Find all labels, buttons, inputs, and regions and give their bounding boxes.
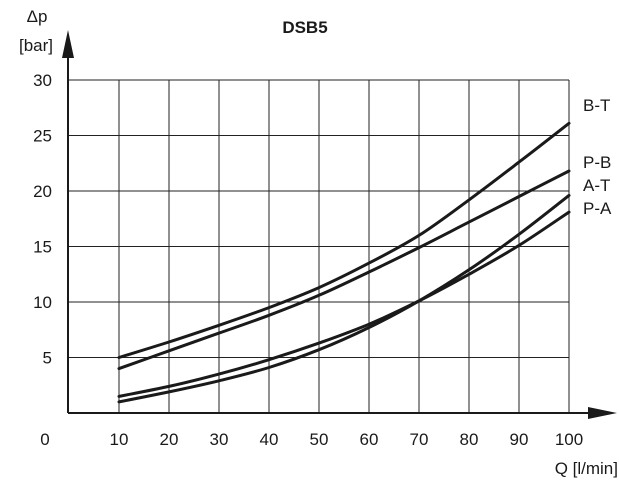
x-tick-label-60: 60 (360, 430, 379, 449)
y-tick-label-25: 25 (33, 127, 52, 146)
x-tick-label-30: 30 (210, 430, 229, 449)
x-origin-label: 0 (40, 430, 49, 449)
y-axis-label-symbol: Δp (27, 7, 48, 26)
y-axis-label-unit: [bar] (19, 36, 53, 55)
x-tick-label-20: 20 (160, 430, 179, 449)
series-line-a-t (117, 193, 571, 404)
series-label-b-t: B-T (583, 96, 610, 115)
series-line-p-b (117, 169, 571, 371)
x-tick-label-10: 10 (110, 430, 129, 449)
labels: DSB5 Δp [bar] Q [l/min] 0 10 20 30 40 50 60 70… (19, 7, 618, 478)
x-tick-label-100: 100 (555, 430, 583, 449)
series-label-p-a: P-A (583, 199, 612, 218)
y-tick-label-10: 10 (33, 293, 52, 312)
x-tick-label-50: 50 (310, 430, 329, 449)
series-label-a-t: A-T (583, 176, 610, 195)
y-tick-label-5: 5 (43, 349, 52, 368)
y-tick-label-15: 15 (33, 238, 52, 257)
grid (68, 79, 570, 413)
y-tick-label-20: 20 (33, 182, 52, 201)
series-line-b-t (117, 121, 571, 359)
y-axis-arrow (62, 30, 74, 58)
x-axis-arrow (588, 407, 617, 419)
x-tick-label-70: 70 (410, 430, 429, 449)
series-group (117, 121, 571, 404)
series-label-p-b: P-B (583, 153, 611, 172)
x-axis-label: Q [l/min] (555, 459, 618, 478)
x-tick-label-80: 80 (460, 430, 479, 449)
axes (62, 30, 617, 419)
y-tick-label-30: 30 (33, 71, 52, 90)
series-line-p-a (117, 210, 571, 398)
x-tick-label-40: 40 (260, 430, 279, 449)
x-tick-label-90: 90 (510, 430, 529, 449)
chart-title: DSB5 (282, 18, 327, 37)
